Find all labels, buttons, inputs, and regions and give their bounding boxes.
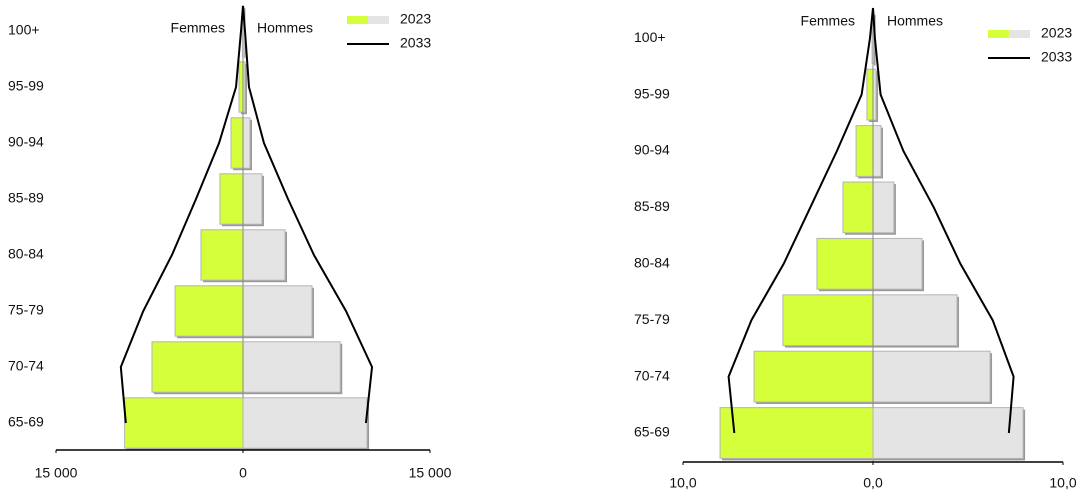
bar: [872, 125, 882, 177]
side-label: Femmes: [801, 13, 855, 29]
category-label: 90-94: [634, 142, 670, 158]
bar: [151, 341, 244, 393]
bar: [866, 68, 874, 121]
bar: [174, 285, 244, 337]
line-2033: [727, 7, 874, 434]
category-label: 80-84: [8, 246, 44, 262]
bar: [242, 397, 368, 449]
legend-swatch: [347, 16, 368, 24]
bar: [242, 229, 286, 281]
category-label: 85-89: [8, 190, 44, 206]
legend-swatch: [988, 30, 1009, 38]
category-label: 85-89: [634, 198, 670, 214]
legend-swatch: [1009, 30, 1030, 38]
category-label: 65-69: [634, 424, 670, 440]
bar: [230, 117, 244, 169]
side-label: Hommes: [887, 13, 943, 29]
bar: [219, 173, 244, 225]
category-label: 70-74: [634, 367, 670, 383]
line-2033: [872, 7, 1015, 434]
legend-label: 2033: [1041, 49, 1072, 65]
x-tick-label: 0,0: [863, 475, 883, 491]
bar: [753, 350, 874, 403]
category-label: 95-99: [8, 78, 44, 94]
line-2033: [119, 5, 244, 424]
bar: [242, 117, 251, 169]
category-label: 75-79: [634, 311, 670, 327]
side-label: Hommes: [257, 20, 313, 36]
x-tick-label: 15 000: [409, 465, 452, 481]
x-tick-label: 15 000: [35, 465, 78, 481]
bar: [782, 294, 874, 347]
legend-label: 2023: [400, 11, 431, 27]
category-label: 65-69: [8, 414, 44, 430]
category-label: 70-74: [8, 358, 44, 374]
bar: [242, 173, 263, 225]
bar: [872, 181, 895, 234]
legend-swatch: [368, 16, 389, 24]
category-label: 100+: [8, 22, 40, 38]
bar: [719, 407, 874, 459]
category-label: 95-99: [634, 85, 670, 101]
bar: [200, 229, 244, 281]
side-label: Femmes: [171, 20, 225, 36]
bar: [816, 237, 874, 290]
bar: [238, 61, 244, 113]
bar: [842, 181, 874, 234]
category-label: 75-79: [8, 302, 44, 318]
bar: [242, 285, 313, 337]
legend-label: 2033: [400, 35, 431, 51]
legend-label: 2023: [1041, 25, 1072, 41]
bar: [872, 294, 958, 347]
category-label: 90-94: [8, 134, 44, 150]
bar: [245, 63, 247, 115]
x-tick-label: 0: [239, 465, 247, 481]
x-tick-label: 10,0: [1049, 475, 1076, 491]
bar: [872, 237, 923, 290]
bar: [124, 397, 244, 449]
category-label: 80-84: [634, 255, 670, 271]
bar: [242, 341, 341, 393]
bar: [855, 125, 874, 177]
line-2033: [242, 5, 374, 424]
category-label: 100+: [634, 29, 666, 45]
x-tick-label: 10,0: [669, 475, 696, 491]
bar: [872, 350, 991, 403]
bar: [872, 407, 1024, 459]
